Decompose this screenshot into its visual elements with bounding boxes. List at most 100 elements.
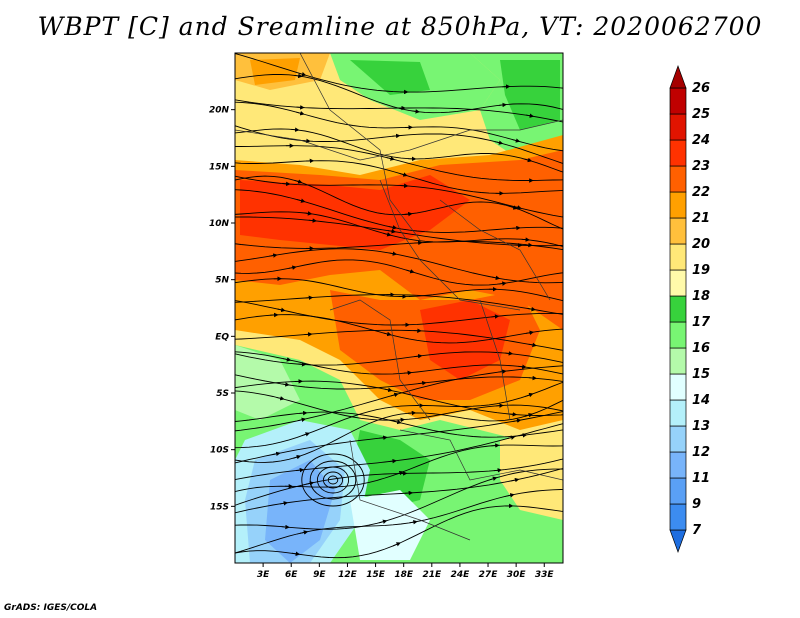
colorbar-swatch: [669, 347, 687, 375]
streamline-arrow: [272, 451, 281, 457]
streamline-arrow: [294, 73, 303, 79]
streamline: [235, 294, 563, 315]
streamline-arrow: [291, 551, 301, 556]
streamline-arrow: [379, 435, 388, 440]
colorbar-level-label: 18: [692, 289, 710, 304]
colorbar-level-label: 24: [692, 133, 710, 148]
streamline-arrow: [524, 242, 533, 248]
map-title: WBPT [C] and Sreamline at 850hPa, VT: 20…: [37, 12, 763, 41]
streamline-arrow: [379, 519, 388, 524]
streamline-arrow: [269, 253, 278, 258]
streamline-arrow: [388, 251, 398, 256]
lon-tick-label: 27E: [479, 570, 499, 580]
vortex-ring: [327, 475, 339, 485]
streamline-arrow: [296, 111, 305, 116]
streamline: [235, 278, 563, 302]
streamline-arrow: [281, 524, 290, 530]
lat-tick-label: 15N: [209, 162, 230, 172]
lon-tick-label: 3E: [257, 570, 270, 580]
streamline-arrow: [513, 418, 522, 423]
streamline-arrow: [489, 476, 498, 481]
streamline-arrow: [279, 501, 289, 506]
streamline-arrow: [498, 102, 507, 108]
colorbar-level-label: 21: [692, 211, 710, 226]
colorbar: 7 9 11 12 13 14 15 16 17 18 19 20 21 22 23 24 25 26: [669, 64, 711, 554]
lon-tick-label: 18E: [394, 570, 414, 580]
vortex-ring: [301, 453, 365, 507]
streamline-arrow: [297, 417, 307, 423]
lat-tick-label: 20N: [209, 106, 230, 116]
streamline-arrow: [299, 410, 308, 416]
streamline-arrow: [528, 375, 538, 381]
streamline-arrow: [277, 307, 286, 313]
streamline-arrow: [383, 331, 392, 337]
streamline-arrow: [308, 218, 318, 223]
colorbar-swatch: [669, 373, 687, 401]
streamline-arrow: [390, 392, 399, 398]
streamline-arrow: [388, 458, 397, 464]
colorbar-swatch: [669, 451, 687, 479]
lat-tick-label: 10S: [210, 446, 229, 456]
streamline-arrow: [528, 342, 537, 348]
streamline: [235, 211, 563, 248]
streamline-arrow: [393, 419, 402, 425]
streamline-arrow: [283, 357, 292, 362]
country-border: [399, 429, 563, 481]
streamline-arrow: [525, 113, 535, 118]
colorbar-swatch: [669, 321, 687, 349]
latitude-axis: 20N 15N 10N 5N EQ 5S 10S 15S: [209, 106, 235, 512]
colorbar-swatch: [669, 64, 687, 89]
colorbar-swatch: [669, 139, 687, 167]
lon-tick-label: 12E: [338, 570, 358, 580]
colorbar-swatch: [669, 269, 687, 297]
streamline-arrow: [525, 392, 534, 398]
lat-tick-label: EQ: [215, 332, 229, 342]
colorbar-swatch: [669, 295, 687, 323]
streamline-arrow: [498, 369, 507, 374]
colorbar-swatch: [669, 191, 687, 219]
streamline-arrow: [491, 314, 500, 319]
streamline-arrow: [282, 181, 291, 187]
grads-credit: GrADS: IGES/COLA: [4, 603, 98, 613]
streamline-arrow: [524, 413, 534, 418]
streamline-arrow: [511, 138, 521, 143]
colorbar-swatch: [669, 243, 687, 271]
streamline-arrow: [292, 454, 302, 460]
streamline-arrow: [403, 370, 413, 376]
streamline-arrow: [521, 237, 531, 242]
map-frame: [234, 52, 564, 564]
streamline-arrow: [276, 396, 285, 401]
colorbar-level-label: 26: [692, 81, 710, 96]
longitude-axis: 3E 6E 9E 12E 15E 18E 21E 24E 27E 30E 33E: [257, 563, 555, 580]
streamline-arrow: [387, 229, 397, 234]
lon-tick-label: 33E: [535, 570, 555, 580]
lon-tick-label: 30E: [507, 570, 527, 580]
streamline-arrow: [527, 306, 536, 312]
colorbar-level-label: 23: [692, 159, 710, 174]
colorbar-swatch: [669, 113, 687, 141]
streamline: [235, 351, 563, 375]
streamlines: [235, 53, 563, 559]
streamline-arrow: [392, 542, 401, 547]
streamline: [235, 101, 563, 152]
streamline-arrow: [414, 353, 423, 359]
streamline-arrow: [504, 351, 514, 356]
colorbar-level-label: 20: [692, 237, 710, 252]
colorbar-level-label: 19: [692, 263, 710, 278]
streamline: [235, 314, 563, 344]
streamline-arrow: [302, 138, 311, 144]
lon-tick-label: 21E: [422, 570, 442, 580]
streamline-arrow: [404, 211, 413, 217]
lon-tick-label: 15E: [366, 570, 386, 580]
streamline-arrow: [295, 467, 305, 473]
vortex-ring: [309, 460, 357, 500]
lon-tick-label: 6E: [285, 570, 298, 580]
streamline-arrow: [494, 140, 504, 145]
colorbar-swatch: [669, 399, 687, 427]
country-border: [235, 119, 563, 161]
streamline-arrow: [297, 198, 306, 203]
streamline-arrow: [386, 156, 395, 161]
streamline: [235, 99, 563, 123]
streamline-arrow: [491, 275, 501, 281]
